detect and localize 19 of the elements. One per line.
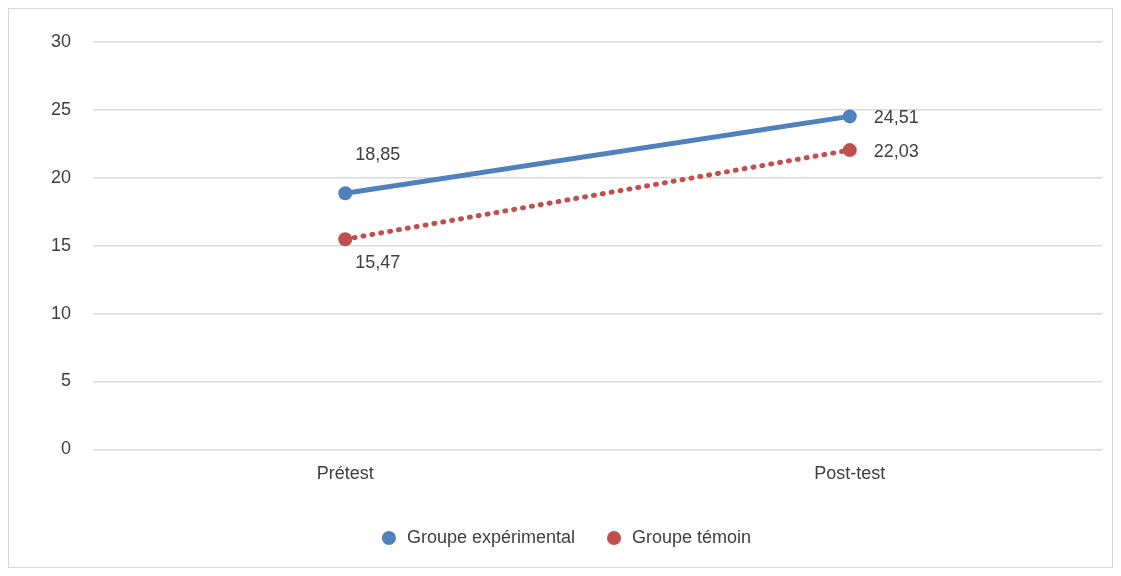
point — [842, 143, 857, 158]
y-tick-label: 20 — [50, 166, 72, 187]
x-tick-label: Post-test — [814, 463, 886, 484]
data-label: 18,85 — [355, 144, 401, 165]
legend-label: Groupe expérimental — [406, 526, 576, 547]
y-tick-label: 10 — [50, 302, 72, 323]
y-tick-label: 0 — [61, 438, 72, 459]
data-label: 15,47 — [355, 252, 401, 273]
point — [842, 109, 857, 124]
y-tick-label: 15 — [50, 234, 72, 255]
y-tick-label: 30 — [50, 30, 72, 51]
x-tick-label: Prétest — [316, 463, 374, 484]
legend-label: Groupe témoin — [632, 526, 752, 547]
data-label: 24,51 — [873, 107, 919, 128]
point — [338, 232, 353, 247]
y-tick-label: 5 — [61, 370, 72, 391]
point — [338, 186, 353, 201]
data-label: 22,03 — [873, 141, 919, 162]
y-tick-label: 25 — [50, 98, 72, 119]
